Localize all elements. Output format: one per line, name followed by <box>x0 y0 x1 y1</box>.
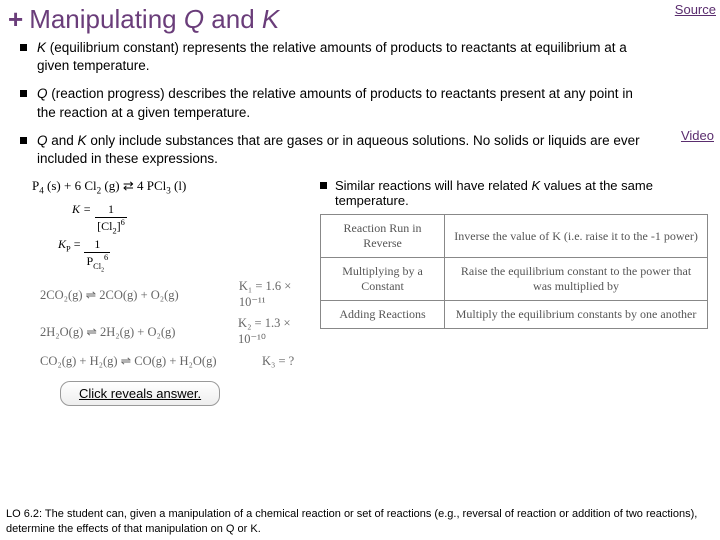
slide-title: Manipulating Q and K <box>29 4 279 35</box>
example-row: 2CO₂(g) ⇌ 2CO(g) + O₂(g) K₁ = 1.6 × 10⁻¹¹ <box>40 279 312 310</box>
k-expression: K = 1 [Cl2]6 KP = 1 PCl26 <box>12 202 312 273</box>
example-k: K₁ = 1.6 × 10⁻¹¹ <box>239 279 312 310</box>
bullet-icon <box>20 137 27 144</box>
example-lhs: 2H₂O(g) ⇌ 2H₂(g) + O₂(g) <box>40 324 226 340</box>
table-cell: Multiplying by a Constant <box>321 258 445 301</box>
title-text-pre: Manipulating <box>29 4 184 34</box>
bullet-icon <box>320 182 327 189</box>
example-row: 2H₂O(g) ⇌ 2H₂(g) + O₂(g) K₂ = 1.3 × 10⁻¹⁰ <box>40 316 312 347</box>
right-column: Similar reactions will have related K va… <box>312 178 708 406</box>
plus-icon: + <box>8 4 23 35</box>
bullet-text: K (equilibrium constant) represents the … <box>37 39 700 75</box>
bullet-text: Q (reaction progress) describes the rela… <box>37 85 700 121</box>
main-bullets: K (equilibrium constant) represents the … <box>0 37 720 168</box>
example-lhs: CO₂(g) + H₂(g) ⇌ CO(g) + H₂O(g) <box>40 353 250 369</box>
title-q: Q <box>184 4 204 34</box>
source-link[interactable]: Source <box>675 2 716 17</box>
bullet-item: K (equilibrium constant) represents the … <box>20 39 700 75</box>
table-cell: Raise the equilibrium constant to the po… <box>445 258 708 301</box>
example-row: CO₂(g) + H₂(g) ⇌ CO(g) + H₂O(g) K₃ = ? <box>40 353 312 369</box>
mid-region: P4 (s) + 6 Cl2 (g) ⇄ 4 PCl3 (l) K = 1 [C… <box>0 178 720 406</box>
example-k: K₃ = ? <box>262 354 294 369</box>
example-k: K₂ = 1.3 × 10⁻¹⁰ <box>238 316 312 347</box>
slide-header: + Manipulating Q and K <box>0 0 720 37</box>
example-lhs: 2CO₂(g) ⇌ 2CO(g) + O₂(g) <box>40 287 227 303</box>
example-reactions: 2CO₂(g) ⇌ 2CO(g) + O₂(g) K₁ = 1.6 × 10⁻¹¹… <box>12 275 312 369</box>
rules-table: Reaction Run in ReverseInverse the value… <box>320 214 708 329</box>
title-k: K <box>262 4 279 34</box>
table-cell: Inverse the value of K (i.e. raise it to… <box>445 215 708 258</box>
bullet-icon <box>20 90 27 97</box>
reveal-answer-button[interactable]: Click reveals answer. <box>60 381 220 406</box>
table-cell: Multiply the equilibrium constants by on… <box>445 301 708 329</box>
bullet-item: Q (reaction progress) describes the rela… <box>20 85 700 121</box>
learning-objective: LO 6.2: The student can, given a manipul… <box>6 507 714 536</box>
bullet-icon <box>20 44 27 51</box>
sub-bullet: Similar reactions will have related K va… <box>320 178 708 208</box>
reaction-equation: P4 (s) + 6 Cl2 (g) ⇄ 4 PCl3 (l) <box>12 178 312 196</box>
bullet-item: Q and K only include substances that are… <box>20 132 700 168</box>
sub-bullet-pre: Similar reactions will have related <box>335 178 532 193</box>
bullet-text: Q and K only include substances that are… <box>37 132 700 168</box>
title-and: and <box>204 4 262 34</box>
sub-bullet-ital: K <box>532 178 541 193</box>
table-cell: Adding Reactions <box>321 301 445 329</box>
video-link[interactable]: Video <box>681 128 714 143</box>
table-cell: Reaction Run in Reverse <box>321 215 445 258</box>
left-column: P4 (s) + 6 Cl2 (g) ⇄ 4 PCl3 (l) K = 1 [C… <box>12 178 312 406</box>
